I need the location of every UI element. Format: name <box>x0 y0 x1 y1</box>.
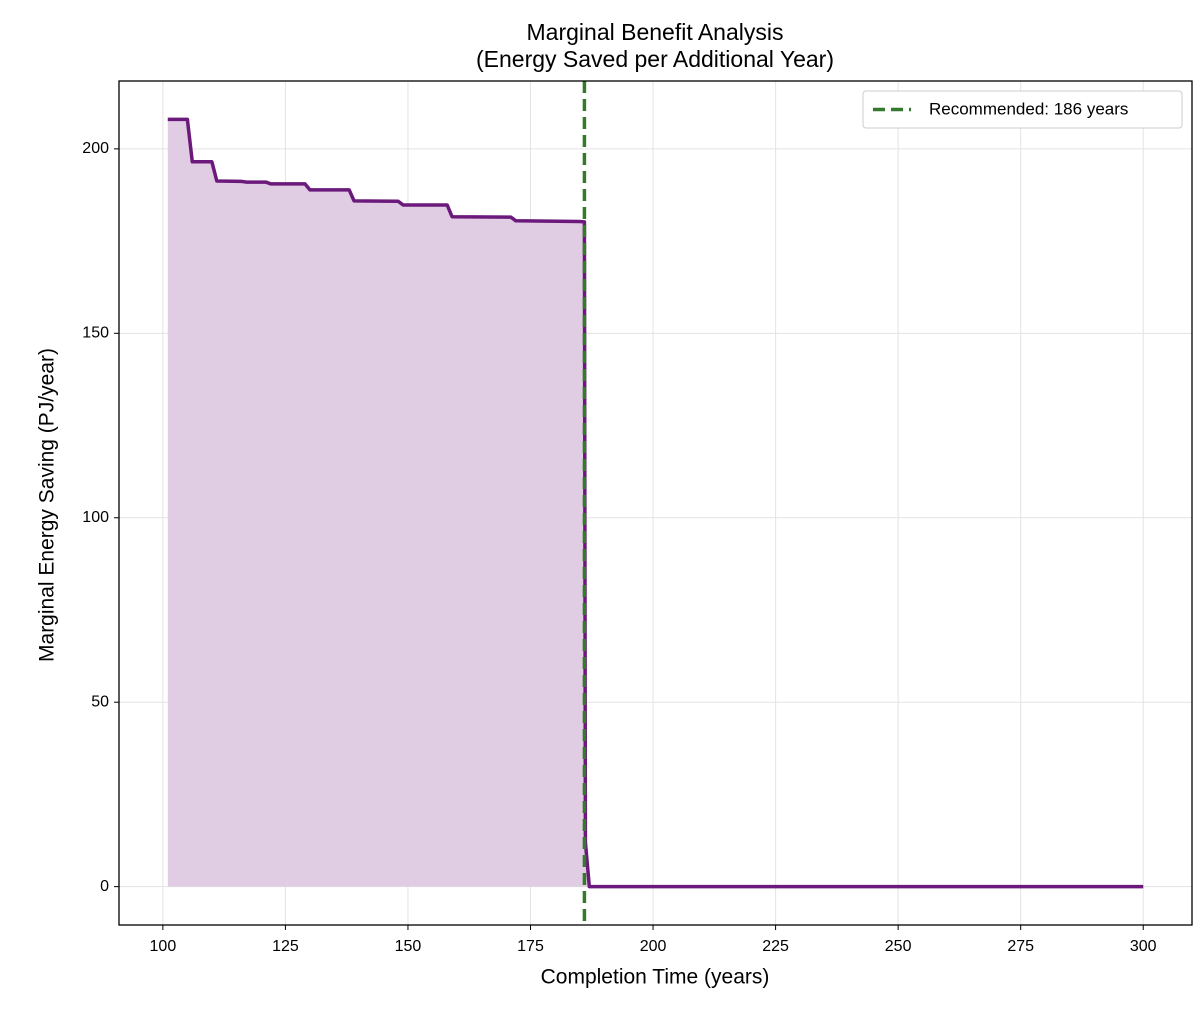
x-tick-label: 300 <box>1130 938 1157 955</box>
y-tick-label: 0 <box>100 878 109 895</box>
x-tick-label: 225 <box>762 938 789 955</box>
y-tick-label: 150 <box>82 325 109 342</box>
x-axis-label: Completion Time (years) <box>541 966 770 989</box>
x-tick-label: 175 <box>517 938 544 955</box>
legend-label: Recommended: 186 years <box>929 99 1128 118</box>
line <box>167 117 1144 889</box>
x-tick-label: 125 <box>272 938 299 955</box>
area <box>167 119 1144 887</box>
y-tick-label: 100 <box>82 509 109 526</box>
x-tick-label: 275 <box>1007 938 1034 955</box>
chart-title: Marginal Benefit Analysis <box>527 19 784 45</box>
axes-frame <box>118 80 1193 926</box>
y-tick-label: 50 <box>91 693 109 710</box>
x-tick-label: 100 <box>150 938 177 955</box>
y-axis-label: Marginal Energy Saving (PJ/year) <box>36 348 59 662</box>
x-tick-label: 200 <box>640 938 667 955</box>
chart-subtitle: (Energy Saved per Additional Year) <box>476 46 834 72</box>
x-tick-label: 250 <box>885 938 912 955</box>
x-tick-label: 150 <box>395 938 422 955</box>
legend-box <box>862 90 1183 129</box>
y-tick-label: 200 <box>82 140 109 157</box>
